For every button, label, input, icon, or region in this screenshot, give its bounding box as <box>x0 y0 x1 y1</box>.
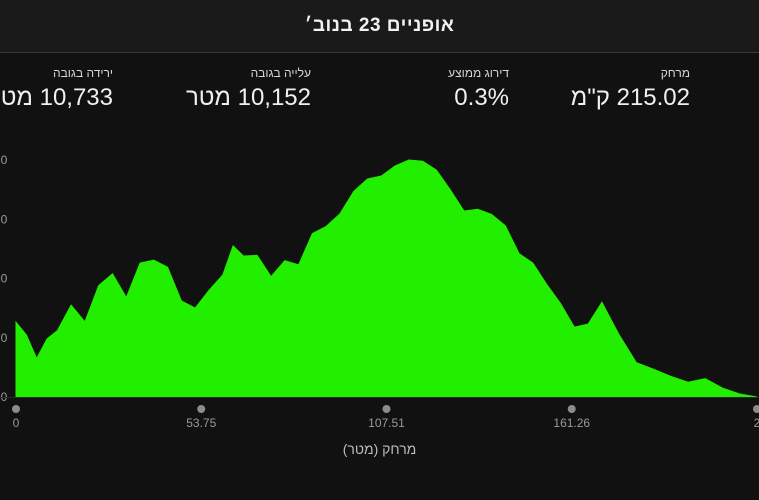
y-tick-label: 0 <box>1 331 8 345</box>
x-axis-markers <box>12 405 759 413</box>
header-bar: אופניים 23 בנוב׳ <box>0 0 759 53</box>
x-tick-label: 53.75 <box>186 416 216 430</box>
x-tick-marker <box>382 405 391 413</box>
stat-avg-grade-label: דירוג ממוצע <box>448 66 509 80</box>
stat-descent-label: ירידה בגובה <box>52 66 113 80</box>
x-tick-marker <box>12 405 20 413</box>
activity-title: אופניים 23 בנוב׳ <box>304 15 455 36</box>
stat-distance: מרחק 215.02 ק"מ <box>571 66 690 113</box>
stat-ascent-label: עלייה בגובה <box>250 66 311 80</box>
x-tick-label: 2 <box>754 416 759 430</box>
elevation-area[interactable] <box>15 159 758 398</box>
stat-distance-value: 215.02 ק"מ <box>570 84 690 111</box>
x-tick-marker <box>753 405 759 413</box>
stat-avg-grade: דירוג ממוצע 0.3% <box>448 66 509 113</box>
x-tick-label: 161.26 <box>553 416 590 430</box>
y-tick-label: 0 <box>1 153 8 167</box>
elevation-chart[interactable]: 0 0 0 0 0 0 53.75 107.51 161.26 2 <box>0 140 759 460</box>
y-tick-label: 0 <box>1 212 8 226</box>
stat-distance-label: מרחק <box>660 66 690 80</box>
x-axis-title: מרחק (מטר) <box>342 441 417 457</box>
stat-ascent-value: 10,152 מטר <box>185 84 311 111</box>
stat-descent: ירידה בגובה 10,733 מטר <box>0 66 113 113</box>
elevation-chart-svg[interactable]: 0 0 0 0 0 0 53.75 107.51 161.26 2 <box>0 140 759 460</box>
y-tick-label: 0 <box>1 272 8 286</box>
x-axis-ticks: 0 53.75 107.51 161.26 2 <box>13 416 759 430</box>
x-tick-label: 0 <box>13 416 20 430</box>
x-tick-marker <box>567 405 576 413</box>
x-tick-marker <box>197 405 206 413</box>
stat-avg-grade-value: 0.3% <box>454 84 509 111</box>
stat-descent-value: 10,733 מטר <box>0 84 113 111</box>
stat-ascent: עלייה בגובה 10,152 מטר <box>186 66 311 113</box>
x-tick-label: 107.51 <box>368 416 405 430</box>
